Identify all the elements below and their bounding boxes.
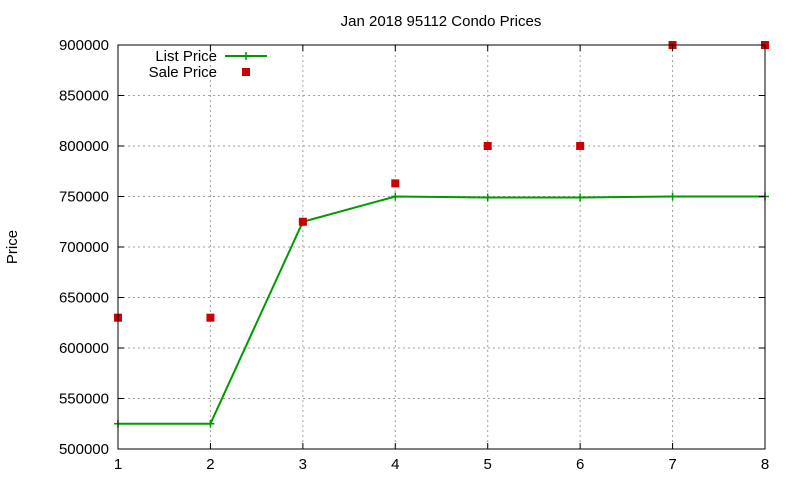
sale-price-point: [483, 142, 492, 150]
legend-marker-sale-price: [242, 68, 250, 76]
y-tick-label: 850000: [59, 88, 109, 105]
chart-title: Jan 2018 95112 Condo Prices: [341, 13, 542, 30]
plot-series: [114, 41, 769, 428]
y-axis-label: Price: [4, 230, 21, 264]
list-price-point: [206, 419, 215, 428]
y-tick-label: 750000: [59, 189, 109, 206]
list-price-line: [118, 195, 765, 425]
x-tick-label: 4: [391, 456, 399, 473]
y-tick-label: 800000: [59, 138, 109, 155]
axis-ticks: 1 2 3 4 5 6 7 8 500000 550000 600000 650000 700000 75…: [59, 37, 769, 473]
legend-marker-list-price: [242, 52, 250, 60]
x-tick-label: 3: [299, 456, 307, 473]
plot-frame: [117, 44, 766, 450]
x-tick-label: 6: [576, 456, 584, 473]
x-tick-label: 2: [206, 456, 214, 473]
legend-label-list-price: List Price: [155, 48, 217, 65]
y-tick-label: 650000: [59, 290, 109, 307]
x-tick-label: 1: [114, 456, 122, 473]
sale-price-point: [206, 313, 215, 322]
legend-label-sale-price: Sale Price: [149, 64, 217, 81]
sale-price-point: [391, 179, 400, 188]
x-tick-label: 7: [668, 456, 676, 473]
y-tick-label: 900000: [59, 37, 109, 54]
y-tick-label: 700000: [59, 239, 109, 256]
sale-price-point: [576, 142, 585, 150]
gridlines: [118, 45, 765, 449]
y-tick-label: 500000: [59, 441, 109, 458]
list-price-point: [576, 193, 585, 202]
list-price-point: [483, 193, 492, 202]
x-tick-label: 5: [484, 456, 492, 473]
list-price-point: [391, 192, 400, 201]
y-tick-label: 550000: [59, 391, 109, 408]
list-price-point: [668, 192, 677, 201]
x-tick-label: 8: [761, 456, 769, 473]
y-tick-label: 600000: [59, 340, 109, 357]
sale-price-point: [298, 217, 307, 226]
